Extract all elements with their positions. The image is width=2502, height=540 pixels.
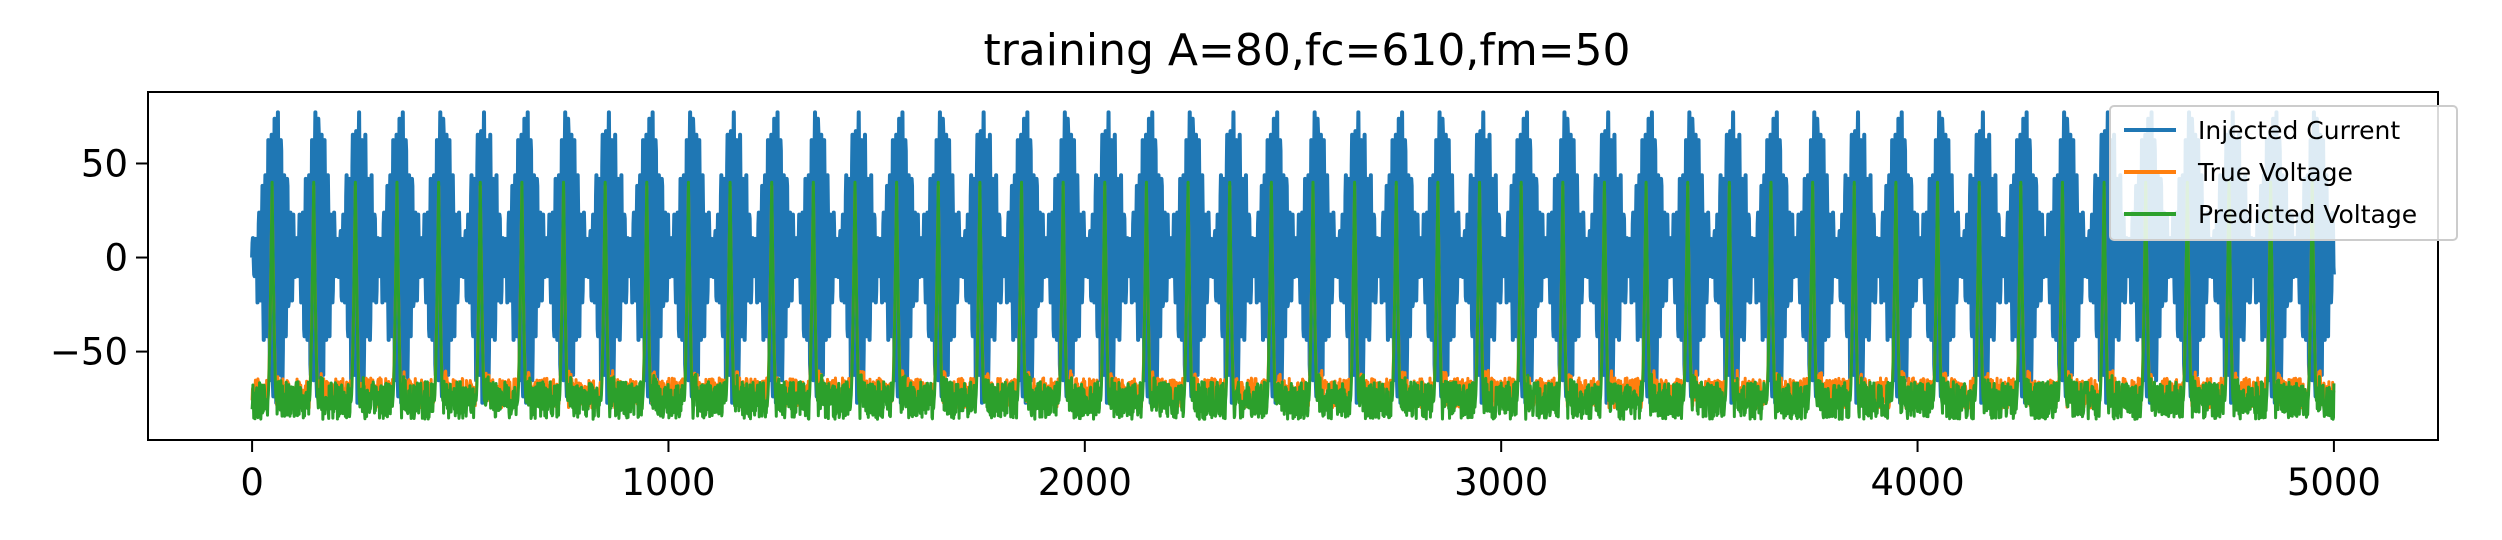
x-tick-label: 0 <box>240 461 264 504</box>
legend-label: True Voltage <box>2197 158 2353 187</box>
y-tick-label: 0 <box>104 237 128 280</box>
y-tick-label: −50 <box>50 331 128 374</box>
x-tick-label: 2000 <box>1038 461 1132 504</box>
y-axis: −50 0 50 <box>50 142 148 374</box>
series-line <box>250 110 2336 405</box>
x-tick-label: 4000 <box>1870 461 1964 504</box>
series-line <box>250 180 2336 421</box>
plot-area-frame <box>147 91 2439 441</box>
series-layer <box>250 110 2336 421</box>
legend-label: Predicted Voltage <box>2198 200 2417 229</box>
legend-box <box>2109 105 2458 241</box>
x-tick-label: 3000 <box>1454 461 1548 504</box>
x-axis: 0 1000 2000 3000 4000 5000 <box>240 440 2381 504</box>
legend-label: Injected Current <box>2198 116 2400 145</box>
y-tick-label: 50 <box>81 142 128 185</box>
chart-title: training A=80,fc=610,fm=50 <box>983 25 1630 76</box>
x-tick-label: 1000 <box>621 461 715 504</box>
x-tick-label: 5000 <box>2287 461 2381 504</box>
legend: Injected Current True Voltage Predicted Vo… <box>2109 105 2458 241</box>
